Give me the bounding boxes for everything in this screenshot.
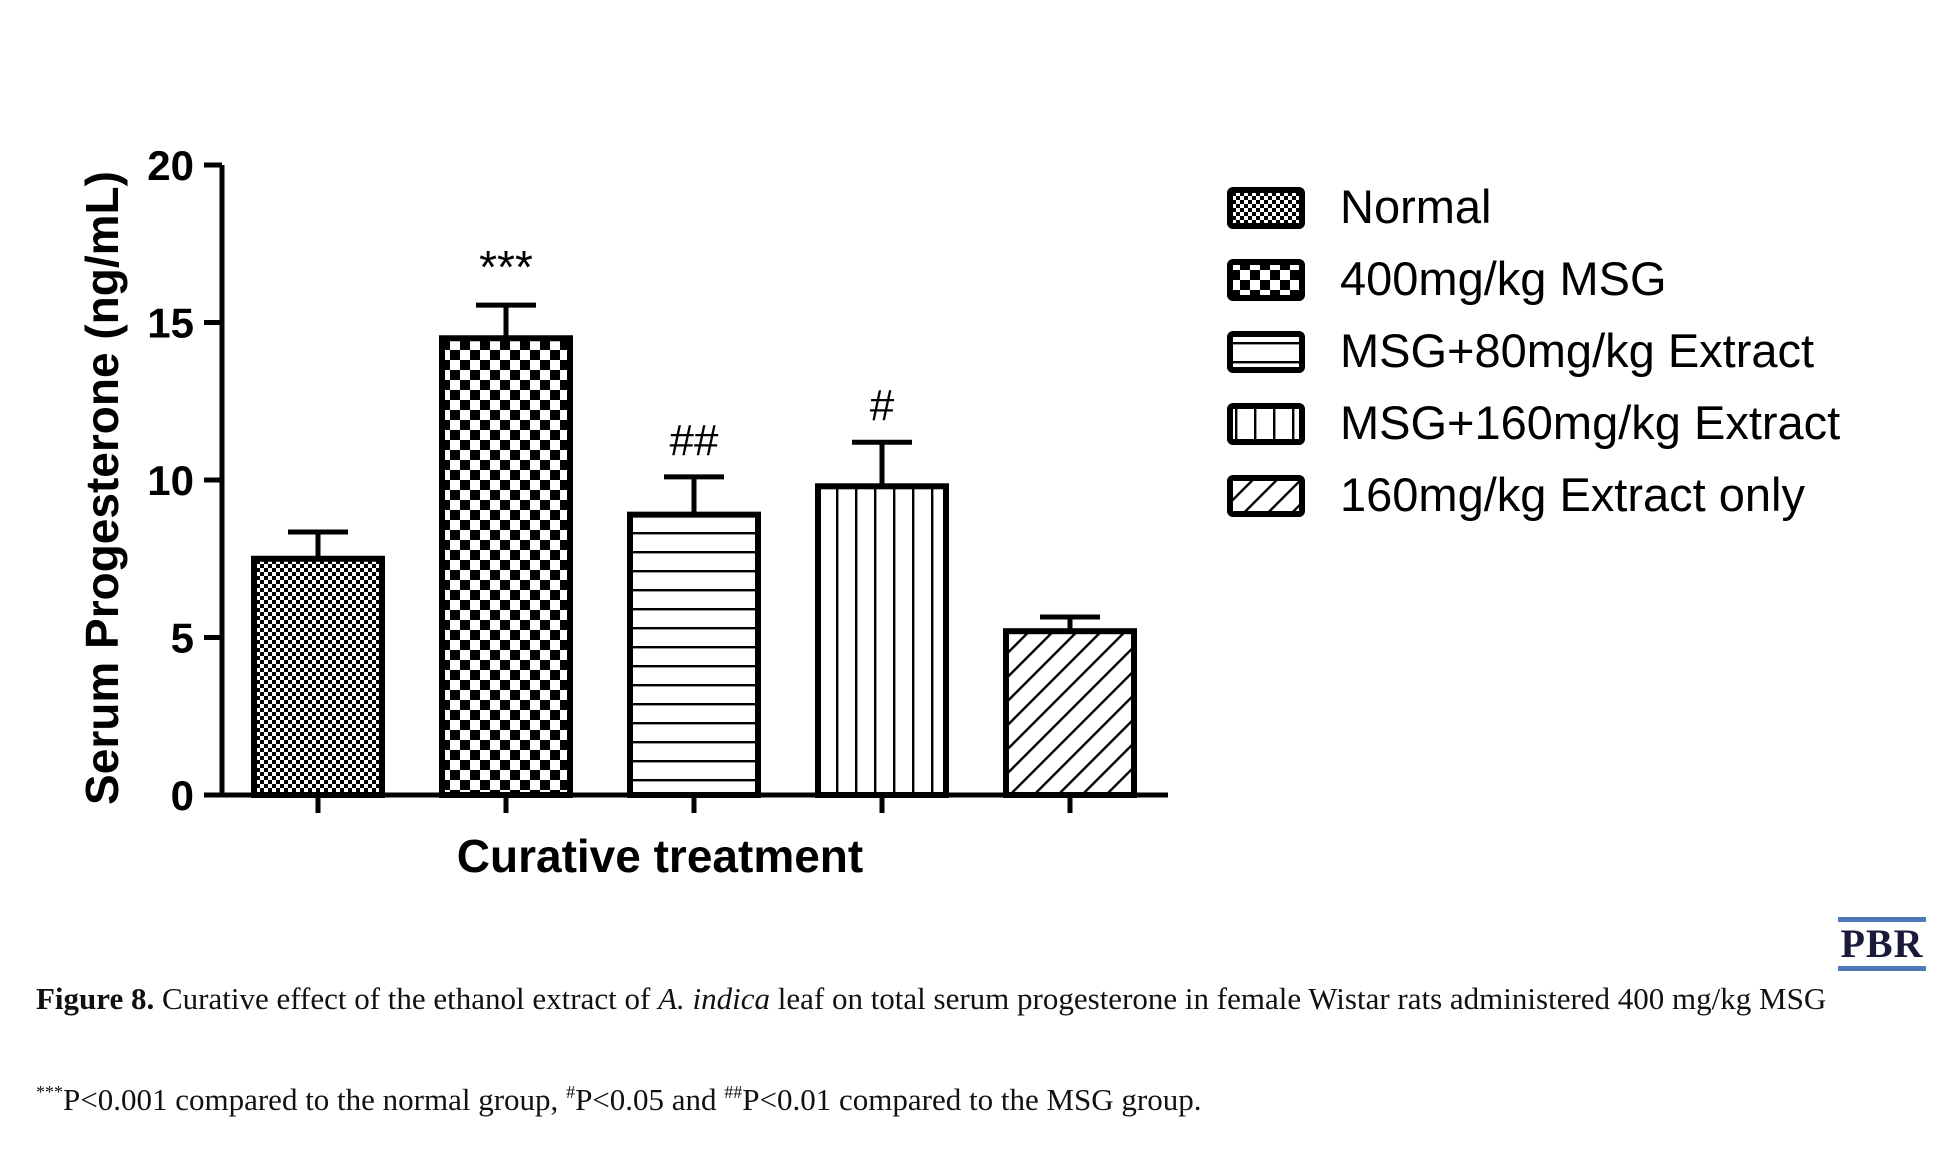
bar [439,335,573,798]
bar [251,555,385,798]
significance-footnote: ***P<0.001 compared to the normal group,… [36,1080,1926,1120]
caption-species: A. indica [658,981,770,1016]
legend-label: MSG+80mg/kg Extract [1340,324,1814,377]
y-tick-label: 10 [147,457,194,504]
legend-swatch [1227,331,1305,373]
y-axis-label: Serum Progesterone (ng/mL) [76,171,128,805]
significance-label: ## [670,416,719,465]
footnote-mark-3: ## [724,1082,743,1102]
significance-label: # [870,381,895,430]
footnote-text-1: P<0.001 compared to the normal group, [63,1082,567,1117]
bar [1003,628,1137,799]
y-tick-label: 5 [171,615,194,662]
legend-swatch [1227,187,1305,229]
x-axis-label: Curative treatment [457,830,863,882]
footnote-text-3: P<0.01 compared to the MSG group. [742,1082,1202,1117]
footnote-mark-2: # [566,1082,576,1102]
legend: Normal 400mg/kg MSG MSG+80mg/kg Extract MSG… [1227,180,1840,521]
legend-label: MSG+160mg/kg Extract [1340,396,1840,449]
y-tick-label: 15 [147,300,194,347]
legend-swatch [1227,403,1305,445]
figure-label: Figure 8. [36,981,155,1016]
legend-label: 400mg/kg MSG [1340,252,1667,305]
bar-chart: Serum Progesterone (ng/mL) Curative trea… [76,142,1840,882]
legend-swatch [1227,475,1305,517]
footnote-mark-1: *** [36,1082,63,1102]
bar [815,483,949,798]
y-tick-label: 0 [171,772,194,819]
journal-logo: PBR [1838,917,1926,971]
caption-text-after: leaf on total serum progesterone in fema… [769,981,1827,1016]
legend-label: Normal [1340,180,1491,233]
y-tick-label: 20 [147,142,194,189]
bar [627,511,761,799]
caption-text-before: Curative effect of the ethanol extract o… [162,981,659,1016]
significance-label: *** [479,241,533,293]
footnote-text-2: P<0.05 and [575,1082,725,1117]
figure-caption: Figure 8. Curative effect of the ethanol… [36,975,1926,1023]
legend-swatch [1227,259,1305,301]
legend-label: 160mg/kg Extract only [1340,468,1805,521]
